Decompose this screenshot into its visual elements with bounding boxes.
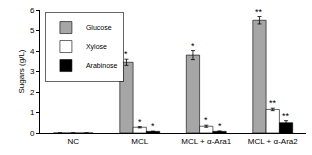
svg-text:Glucose: Glucose bbox=[86, 24, 112, 31]
svg-text:MCL: MCL bbox=[131, 137, 148, 146]
svg-text:MCL + α-Ara1: MCL + α-Ara1 bbox=[181, 137, 231, 146]
svg-text:4: 4 bbox=[30, 47, 35, 56]
svg-text:MCL + α-Ara2: MCL + α-Ara2 bbox=[248, 137, 298, 146]
svg-text:Xylose: Xylose bbox=[86, 43, 107, 51]
svg-text:*: * bbox=[138, 117, 142, 127]
svg-text:NC: NC bbox=[67, 137, 79, 146]
svg-text:*: * bbox=[124, 49, 128, 59]
svg-text:*: * bbox=[191, 41, 195, 51]
svg-text:*: * bbox=[218, 121, 222, 131]
svg-text:1: 1 bbox=[30, 108, 35, 117]
svg-text:Arabinose: Arabinose bbox=[86, 62, 118, 69]
svg-text:**: ** bbox=[282, 111, 290, 121]
svg-text:5: 5 bbox=[30, 26, 35, 35]
svg-text:**: ** bbox=[255, 7, 263, 17]
svg-text:Sugars (g/L): Sugars (g/L) bbox=[17, 49, 26, 93]
svg-text:**: ** bbox=[269, 98, 277, 108]
svg-text:3: 3 bbox=[30, 67, 35, 76]
svg-text:2: 2 bbox=[30, 88, 35, 97]
svg-text:6: 6 bbox=[30, 6, 35, 15]
svg-text:*: * bbox=[204, 115, 208, 125]
svg-text:0: 0 bbox=[30, 129, 35, 138]
svg-text:*: * bbox=[151, 121, 155, 131]
